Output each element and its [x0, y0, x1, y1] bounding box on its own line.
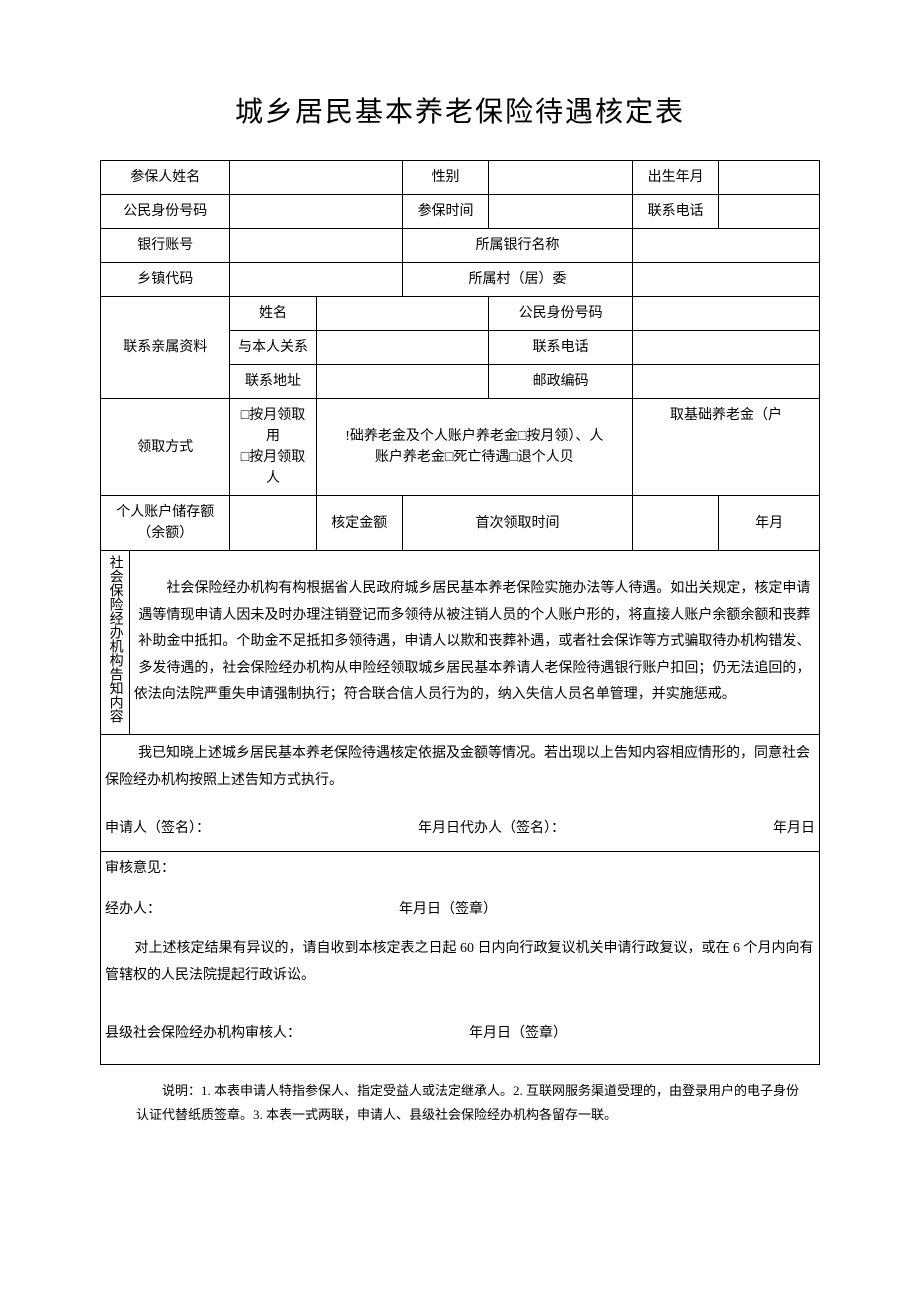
field-bank-name[interactable]: [632, 229, 819, 263]
label-enroll-time: 参保时间: [402, 195, 488, 229]
field-gender[interactable]: [489, 161, 633, 195]
field-rel-addr[interactable]: [316, 365, 489, 399]
field-first-time[interactable]: [632, 496, 718, 551]
field-name[interactable]: [230, 161, 403, 195]
field-id-no[interactable]: [230, 195, 403, 229]
field-balance[interactable]: [230, 496, 316, 551]
label-name: 参保人姓名: [101, 161, 230, 195]
field-village[interactable]: [632, 263, 819, 297]
label-phone: 联系电话: [632, 195, 718, 229]
date1: 年月日: [418, 821, 460, 836]
field-town-code[interactable]: [230, 263, 403, 297]
field-rel-phone[interactable]: [632, 331, 819, 365]
field-bank-acct[interactable]: [230, 229, 403, 263]
county-reviewer-label: 县级社会保险经办机构审核人：: [105, 1023, 301, 1044]
ack-text: 我已知晓上述城乡居民基本养老保险待遇核定依据及金额等情况。若出现以上告知内容相应…: [105, 741, 815, 794]
label-bank-name: 所属银行名称: [402, 229, 632, 263]
label-id-no: 公民身份号码: [101, 195, 230, 229]
objection-text: 对上述核定结果有异议的，请自收到本核定表之日起 60 日内向行政复议机关申请行政…: [105, 936, 815, 989]
receive-options[interactable]: □按月领取用 □按月领取人: [230, 399, 316, 496]
agent-sig-label: 代办人（签名）：: [460, 821, 565, 836]
notice-text: 社会保险经办机构有构根据省人民政府城乡居民基本养老保险实施办法等人待遇。如出关规…: [134, 576, 815, 709]
receive-right: 取基础养老金（户: [632, 399, 819, 496]
ack-cell: 我已知晓上述城乡居民基本养老保险待遇核定依据及金额等情况。若出现以上告知内容相应…: [101, 735, 820, 852]
receive-text2: 账户养老金□死亡待遇□退个人贝: [321, 447, 628, 468]
field-rel-post[interactable]: [632, 365, 819, 399]
label-village: 所属村（居）委: [402, 263, 632, 297]
receive-opt2[interactable]: □按月领取人: [234, 447, 311, 489]
handler-date: 年月日（签章）: [399, 899, 497, 920]
label-first-time: 首次领取时间: [402, 496, 632, 551]
notice-body: 社会保险经办机构有构根据省人民政府城乡居民基本养老保险实施办法等人待遇。如出关规…: [129, 551, 819, 735]
label-town-code: 乡镇代码: [101, 263, 230, 297]
field-phone[interactable]: [719, 195, 820, 229]
label-rel-addr: 联系地址: [230, 365, 316, 399]
label-relative-info: 联系亲属资料: [101, 297, 230, 399]
field-enroll-time[interactable]: [489, 195, 633, 229]
field-rel-name[interactable]: [316, 297, 489, 331]
field-birth[interactable]: [719, 161, 820, 195]
label-relation: 与本人关系: [230, 331, 316, 365]
receive-text: !础养老金及个人账户养老金□按月领）、人 账户养老金□死亡待遇□退个人贝: [316, 399, 632, 496]
label-rel-name: 姓名: [230, 297, 316, 331]
label-balance: 个人账户储存额（余额）: [101, 496, 230, 551]
label-rel-post: 邮政编码: [489, 365, 633, 399]
form-table: 参保人姓名 性别 出生年月 公民身份号码 参保时间 联系电话 银行账号 所属银行…: [100, 160, 820, 1065]
applicant-sig-label: 申请人（签名）：: [105, 821, 210, 836]
label-rel-phone: 联系电话: [489, 331, 633, 365]
receive-text1: !础养老金及个人账户养老金□按月领）、人: [321, 426, 628, 447]
review-cell: 审核意见： 经办人： 年月日（签章） 对上述核定结果有异议的，请自收到本核定表之…: [101, 852, 820, 1065]
label-receive-method: 领取方式: [101, 399, 230, 496]
handler-label: 经办人：: [105, 899, 161, 920]
page-title: 城乡居民基本养老保险待遇核定表: [100, 90, 820, 130]
label-approved-amt: 核定金额: [316, 496, 402, 551]
field-relation[interactable]: [316, 331, 489, 365]
label-rel-id: 公民身份号码: [489, 297, 633, 331]
label-bank-acct: 银行账号: [101, 229, 230, 263]
label-ym: 年月: [719, 496, 820, 551]
field-rel-id[interactable]: [632, 297, 819, 331]
receive-opt1[interactable]: □按月领取用: [234, 405, 311, 447]
notes-text: 说明：1. 本表申请人特指参保人、指定受益人或法定继承人。2. 互联网服务渠道受…: [100, 1065, 820, 1126]
label-notice: 社会保险经办机构告知内容: [101, 551, 130, 735]
notice-vertical-label: 社会保险经办机构告知内容: [107, 555, 122, 723]
review-opinion: 审核意见：: [105, 858, 815, 879]
county-date: 年月日（签章）: [469, 1023, 567, 1044]
date2: 年月日: [773, 818, 815, 839]
label-gender: 性别: [402, 161, 488, 195]
label-birth: 出生年月: [632, 161, 718, 195]
